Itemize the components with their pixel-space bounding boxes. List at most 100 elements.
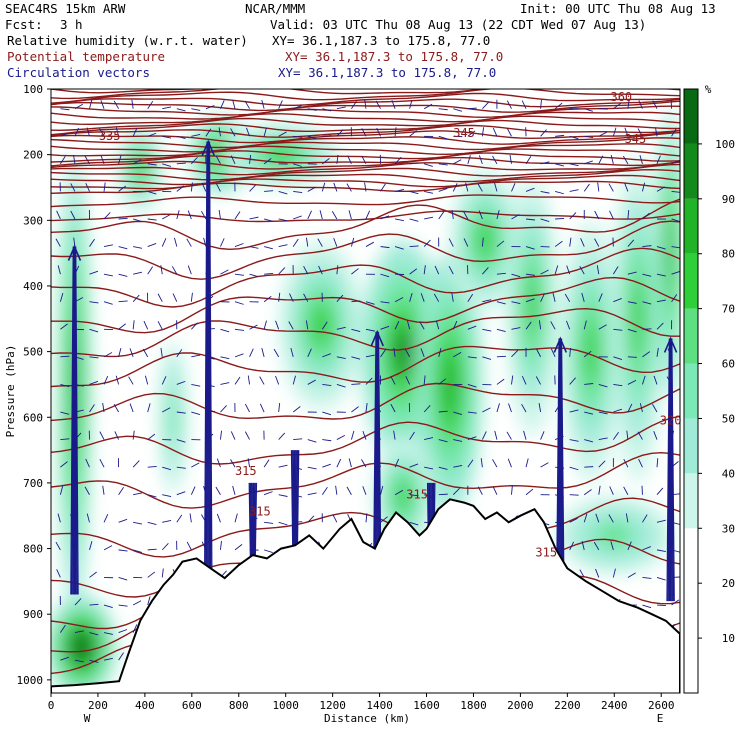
vector-22 xyxy=(74,127,79,137)
rh-blob-10-4 xyxy=(526,276,538,335)
header-valid: Valid: 03 UTC Thu 08 Aug 13 (22 CDT Wed … xyxy=(270,17,646,32)
vector-507 xyxy=(409,190,419,195)
vector-305 xyxy=(259,403,265,413)
vector-736 xyxy=(569,135,579,140)
vector-63 xyxy=(100,100,105,109)
vector-884 xyxy=(671,160,680,165)
vector-315 xyxy=(278,100,283,109)
vector-16 xyxy=(55,541,61,551)
vector-525 xyxy=(423,103,433,110)
x-tick-label-10: 2000 xyxy=(507,699,534,712)
theta-contour-1 xyxy=(51,89,680,100)
vector-592 xyxy=(463,210,469,220)
vector-243 xyxy=(220,430,222,440)
vector-111 xyxy=(133,271,143,275)
vector-118 xyxy=(132,460,140,468)
vector-826 xyxy=(627,301,637,304)
y-axis-label: Pressure (hPa) xyxy=(4,345,17,438)
vector-427 xyxy=(351,300,361,303)
theta-contour-33 xyxy=(51,451,680,509)
vector-239 xyxy=(220,328,230,333)
vector-655 xyxy=(511,214,520,220)
theta-labels: 335 345 345 360 315 315 315 320 315 xyxy=(99,90,682,560)
vector-813 xyxy=(608,514,614,523)
vector-825 xyxy=(627,271,637,275)
theta-contour-17 xyxy=(51,157,680,170)
vector-76 xyxy=(99,458,105,468)
vector-23 xyxy=(73,154,76,164)
vector-868 xyxy=(656,299,666,303)
vector-598 xyxy=(467,384,477,388)
vector-800 xyxy=(610,154,614,164)
vector-637 xyxy=(496,301,506,305)
vector-49 xyxy=(89,301,99,304)
vector-304 xyxy=(259,376,265,385)
vector-875 xyxy=(656,487,664,496)
vector-123 xyxy=(132,600,142,606)
vector-517 xyxy=(409,463,419,468)
vector-155 xyxy=(157,321,163,330)
vector-674 xyxy=(525,156,532,165)
vector-636 xyxy=(496,272,506,275)
vector-622 xyxy=(480,458,483,468)
vector-286 xyxy=(247,458,251,468)
vector-390 xyxy=(322,439,332,442)
vector-12 xyxy=(60,438,70,441)
theta-contour-0 xyxy=(51,89,482,94)
y-tick-label-8: 900 xyxy=(23,608,43,621)
vector-135 xyxy=(142,348,149,358)
vector-672 xyxy=(521,100,527,109)
vector-85 xyxy=(115,127,120,137)
theta-contour-10 xyxy=(51,124,680,138)
field-theta-name: Potential temperature xyxy=(7,49,165,64)
vector-870 xyxy=(656,347,659,357)
vector-490 xyxy=(394,297,404,303)
theta-contour-3 xyxy=(51,92,680,106)
vector-330 xyxy=(278,521,288,526)
x-tick-label-11: 2200 xyxy=(554,699,581,712)
vector-175 xyxy=(172,293,178,302)
vector-348 xyxy=(293,438,303,441)
vector-788 xyxy=(598,411,608,415)
vector-810 xyxy=(612,432,619,440)
vector-715 xyxy=(555,134,565,137)
theta-label-7: 320 xyxy=(660,413,682,427)
vector-738 xyxy=(569,189,579,192)
vector-204 xyxy=(189,513,192,523)
vector-298 xyxy=(263,218,273,222)
vector-516 xyxy=(409,431,415,440)
vector-567 xyxy=(453,108,463,112)
vector-654 xyxy=(511,182,516,192)
vector-172 xyxy=(176,210,180,220)
vector-58 xyxy=(89,541,93,551)
vector-533 xyxy=(419,321,425,330)
vector-202 xyxy=(191,462,200,468)
vector-234 xyxy=(215,183,221,192)
vector-641 xyxy=(496,403,500,413)
colorbar-tick-label-2: 30 xyxy=(722,522,735,535)
vector-96 xyxy=(114,431,120,440)
theta-label-6: 315 xyxy=(406,488,428,502)
vector-455 xyxy=(362,486,367,495)
vector-761 xyxy=(580,238,585,247)
vector-454 xyxy=(361,459,367,468)
vector-366 xyxy=(307,348,312,358)
vector-697 xyxy=(540,218,550,223)
vector-52 xyxy=(89,380,99,385)
vector-295 xyxy=(263,127,267,137)
vector-4 xyxy=(56,210,61,220)
vector-86 xyxy=(118,155,122,164)
vector-283 xyxy=(247,375,251,385)
vector-260 xyxy=(234,328,244,331)
vector-154 xyxy=(157,293,163,302)
x-end-label-east: E xyxy=(657,712,664,725)
vector-300 xyxy=(264,272,274,275)
vector-706 xyxy=(540,462,549,468)
vector-235 xyxy=(218,210,221,220)
vector-705 xyxy=(540,431,545,440)
vector-409 xyxy=(336,384,346,388)
x-tick-label-3: 600 xyxy=(182,699,202,712)
vector-102 xyxy=(118,604,128,607)
vector-808 xyxy=(613,383,623,387)
